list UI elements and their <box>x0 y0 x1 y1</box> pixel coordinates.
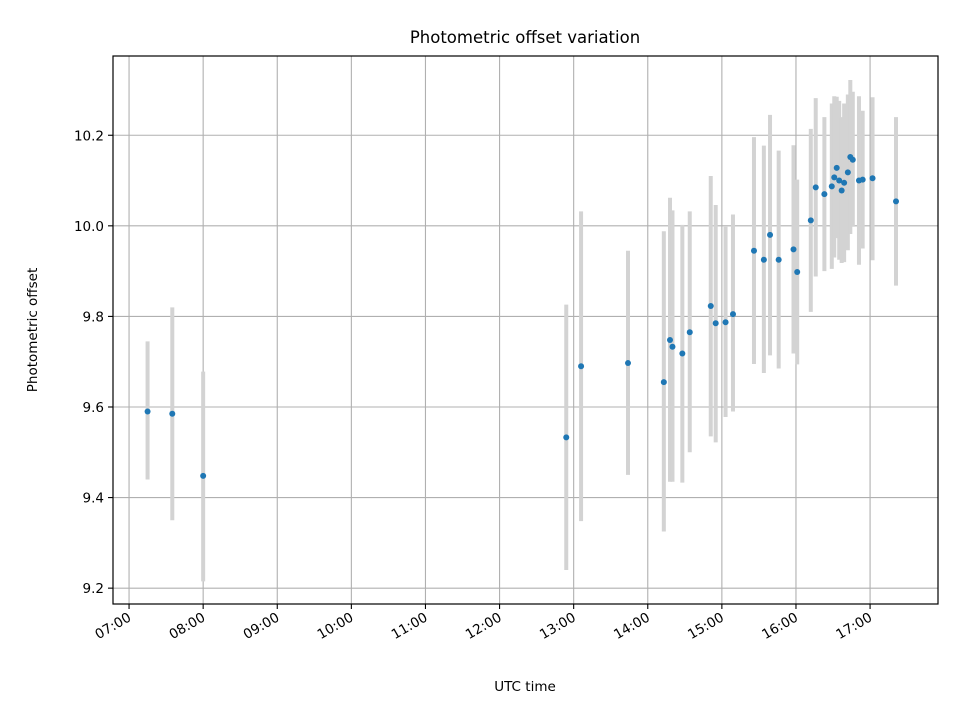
data-point <box>794 269 801 276</box>
data-point <box>563 434 570 441</box>
data-point <box>859 176 866 183</box>
data-point <box>660 379 667 386</box>
data-point <box>828 183 835 190</box>
data-point <box>767 231 774 238</box>
y-tick-label: 9.8 <box>83 309 104 325</box>
data-point <box>169 410 176 417</box>
data-point <box>775 256 782 263</box>
data-point <box>831 174 838 181</box>
data-point <box>869 175 876 182</box>
data-point <box>750 247 757 254</box>
data-point <box>838 187 845 194</box>
data-point <box>836 177 843 184</box>
data-point <box>707 302 714 309</box>
data-point <box>849 156 856 163</box>
data-point <box>812 184 819 191</box>
y-tick-label: 10.0 <box>74 219 104 235</box>
data-point <box>669 343 676 350</box>
data-point <box>679 350 686 357</box>
y-tick-label: 9.2 <box>83 581 104 597</box>
data-point <box>729 311 736 318</box>
x-axis-label: UTC time <box>494 679 556 695</box>
data-point <box>686 329 693 336</box>
data-point <box>844 169 851 176</box>
data-point <box>144 408 151 415</box>
chart-title: Photometric offset variation <box>410 28 640 47</box>
data-point <box>722 319 729 326</box>
data-point <box>712 320 719 327</box>
data-point <box>807 217 814 224</box>
data-points <box>144 153 900 479</box>
data-point <box>790 246 797 253</box>
y-tick-label: 10.2 <box>74 128 104 144</box>
data-point <box>625 360 632 367</box>
data-point <box>821 191 828 198</box>
data-point <box>760 256 767 263</box>
data-point <box>893 198 900 205</box>
y-axis-label: Photometric offset <box>25 268 41 392</box>
data-point <box>833 164 840 171</box>
y-tick-label: 9.6 <box>83 400 104 416</box>
data-point <box>666 336 673 343</box>
data-point <box>841 179 848 186</box>
y-axis: 9.2 9.4 9.6 9.8 10.0 10.2 <box>74 128 113 597</box>
data-point <box>578 363 585 370</box>
y-tick-label: 9.4 <box>83 491 104 507</box>
plot-frame <box>112 55 939 605</box>
data-point <box>200 472 207 479</box>
